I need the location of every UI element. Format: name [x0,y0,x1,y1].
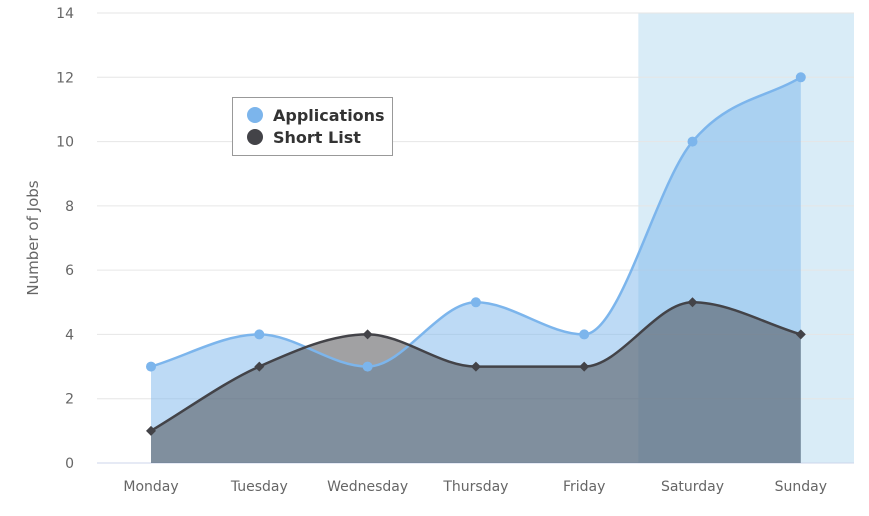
applications-point[interactable] [470,297,481,308]
applications-point[interactable] [146,361,156,372]
x-tick-label: Thursday [442,479,508,495]
applications-point[interactable] [579,329,590,340]
series-markers [146,72,806,436]
y-axis-title: Number of Jobs [24,180,42,295]
x-tick-label: Tuesday [230,479,288,495]
short-list-point[interactable] [254,361,265,372]
short-list-point[interactable] [146,425,156,436]
short-list-legend-symbol[interactable] [247,129,263,145]
x-tick-label: Friday [563,479,605,495]
y-tick-label: 12 [56,70,74,86]
y-tick-label: 2 [65,392,74,408]
applications-point[interactable] [362,361,373,372]
short-list-legend-label[interactable]: Short List [273,128,361,147]
applications-point[interactable] [254,329,265,340]
legend-box [232,97,393,156]
applications-point[interactable] [687,136,698,147]
legend[interactable]: Applications Short List [232,97,393,156]
y-tick-label: 4 [65,327,74,343]
y-tick-label: 8 [65,199,74,215]
y-tick-label: 10 [56,135,74,151]
x-tick-label: Sunday [775,479,827,495]
short-list-area [151,302,801,463]
short-list-point[interactable] [470,361,481,372]
applications-legend-label[interactable]: Applications [273,106,385,125]
short-list-point[interactable] [362,329,373,340]
x-tick-label: Monday [123,479,178,495]
x-tick-label: Saturday [661,479,724,495]
y-tick-label: 0 [65,456,74,472]
y-tick-label: 14 [56,6,74,22]
applications-point[interactable] [795,72,806,83]
series-areas [151,77,801,464]
short-list-point[interactable] [687,297,698,308]
y-tick-label: 6 [65,263,74,279]
x-tick-label: Wednesday [327,479,408,495]
applications-legend-symbol[interactable] [247,107,263,123]
axes: 0 2 4 6 8 10 12 14 Monday Tuesday Wednesday Thursda… [56,6,827,495]
short-list-point[interactable] [795,329,806,340]
short-list-point[interactable] [579,361,590,372]
